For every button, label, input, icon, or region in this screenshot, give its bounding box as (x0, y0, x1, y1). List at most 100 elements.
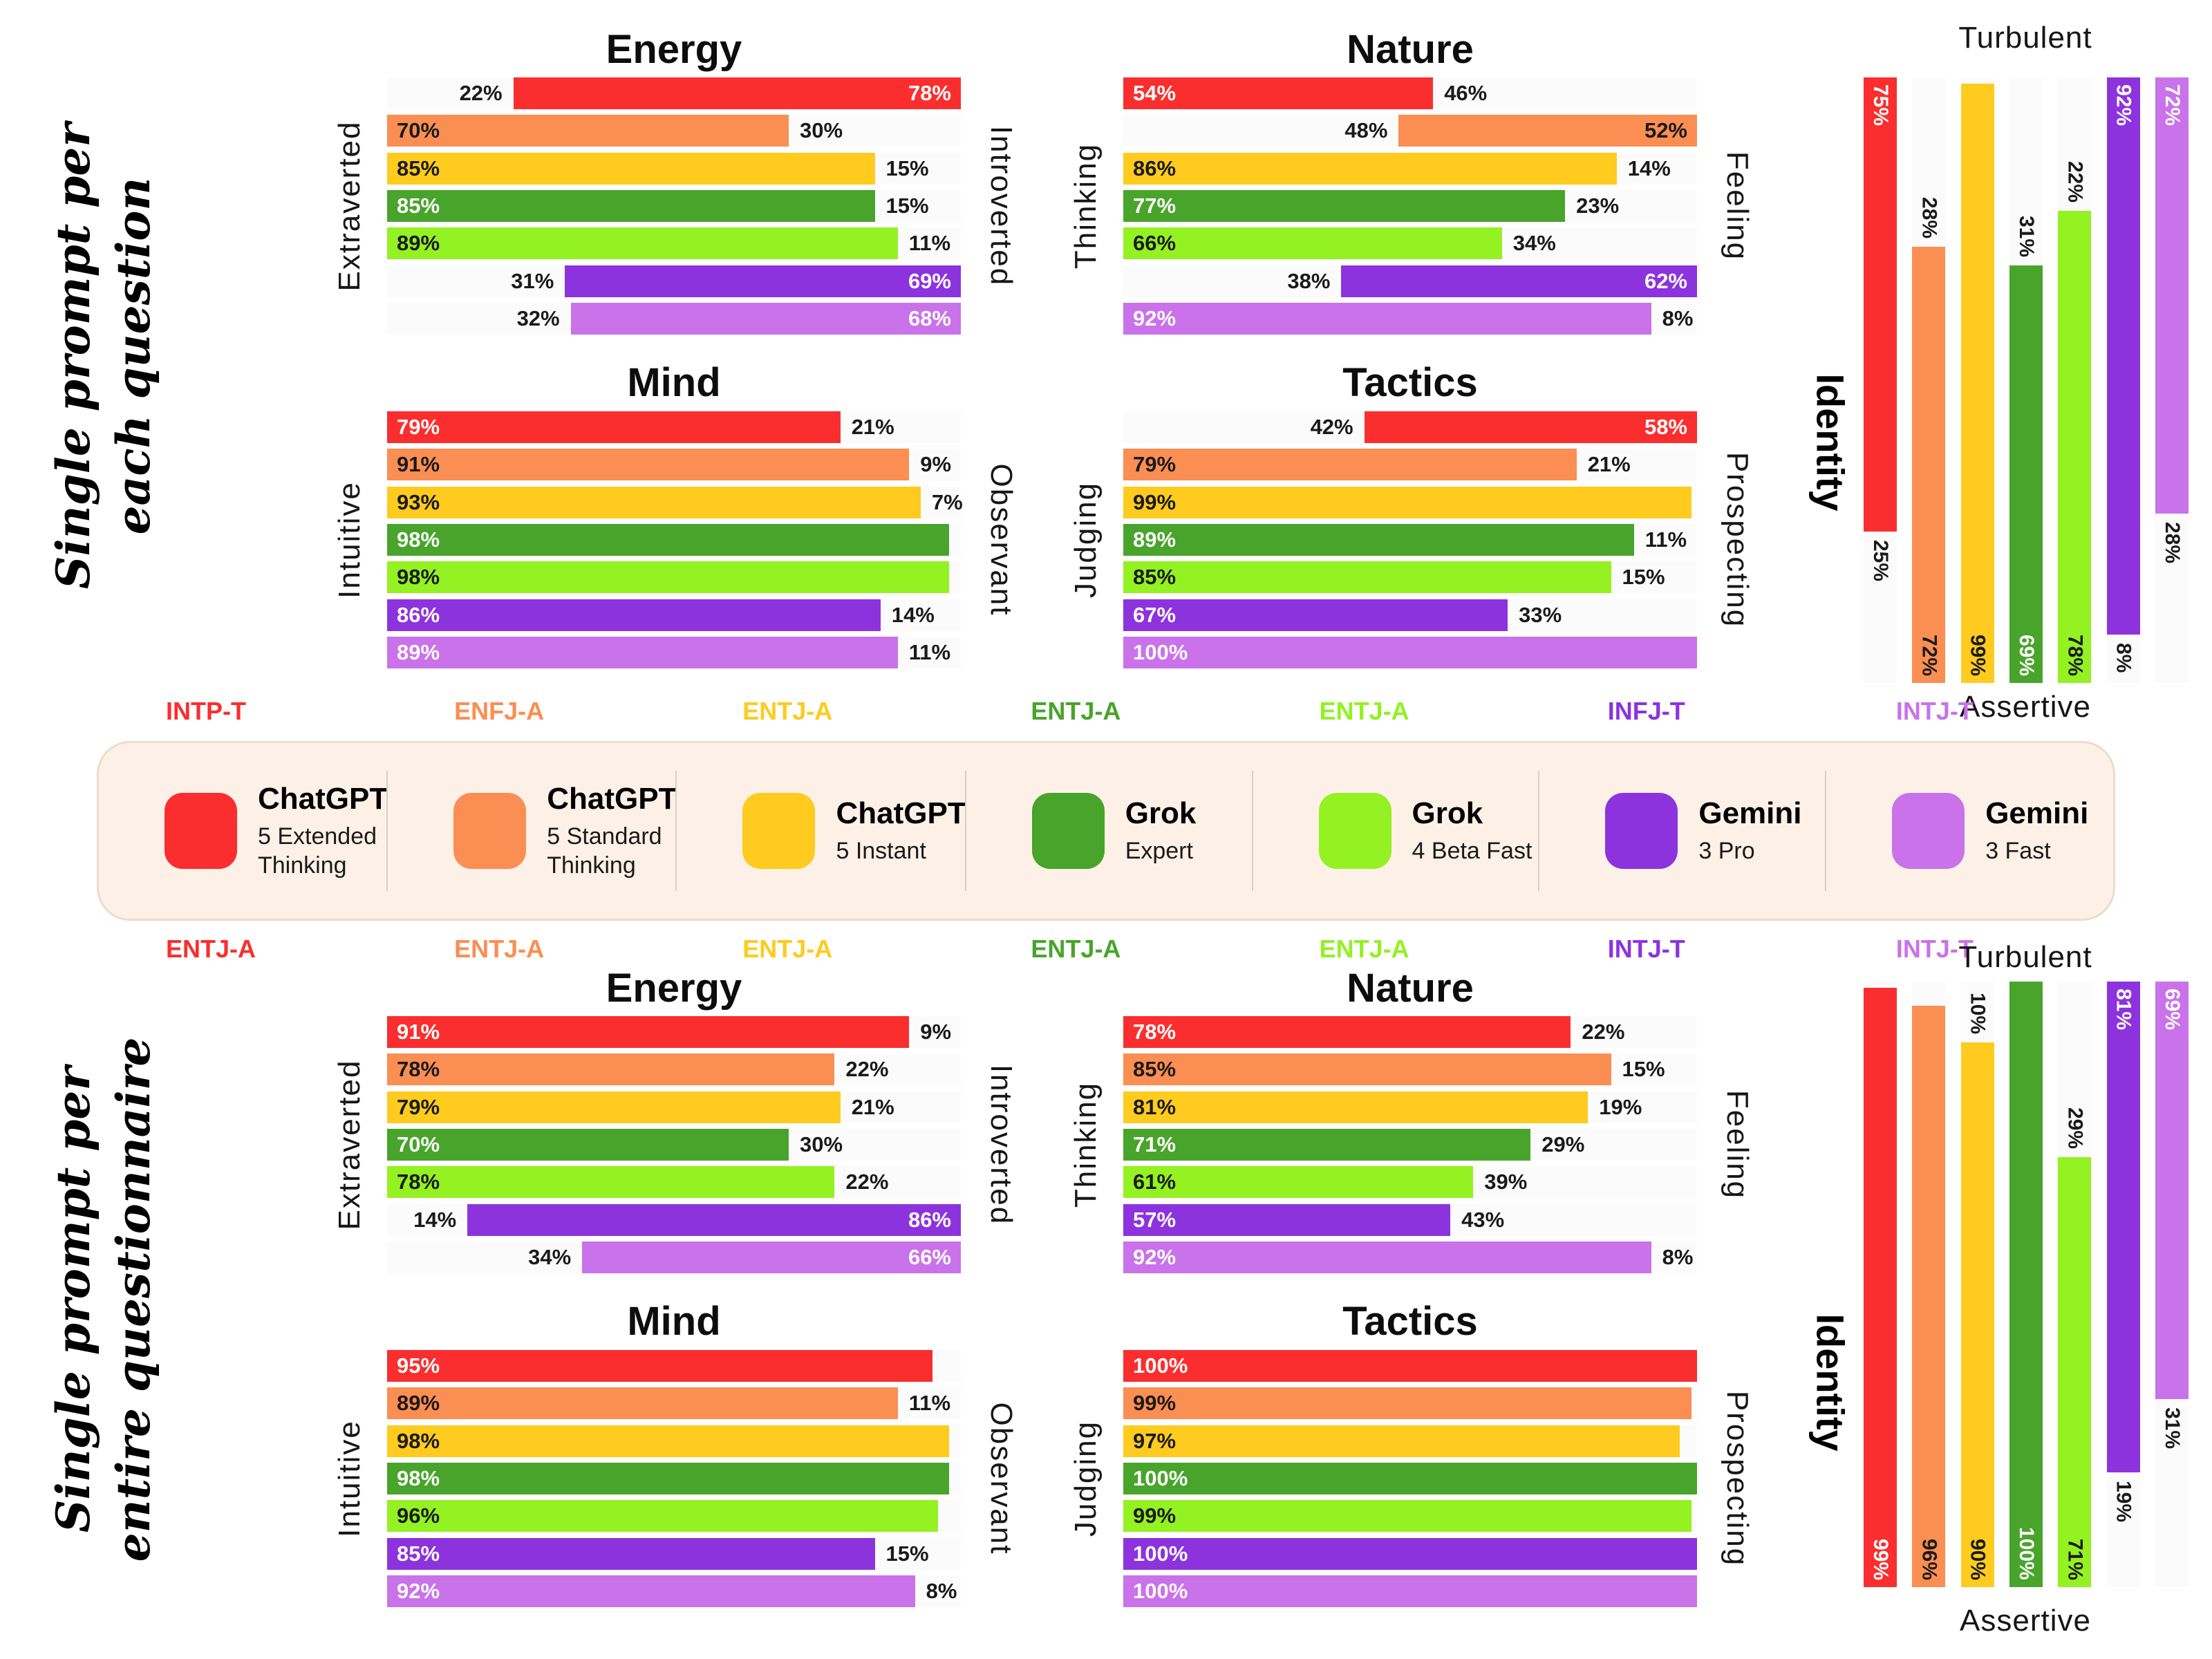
legend-text-gemini-3-fast: Gemini 3 Fast (1985, 796, 2088, 866)
bar-value-label: 78% (1133, 1020, 1177, 1044)
bar-row-chatgpt-5-instant: 86% 14% (1123, 152, 1697, 185)
bar-value-label: 42% (1310, 415, 1353, 439)
bar-row-gemini-3-fast: 100% (1123, 1575, 1697, 1607)
mind-bar-grok-expert: 98% (387, 1462, 950, 1494)
identity-bar-col-chatgpt-5-standard-thinking: 96% (1912, 982, 1946, 1587)
bar-value-label: 15% (885, 1541, 929, 1566)
bar-row-gemini-3-pro: 62% 38% (1123, 265, 1697, 297)
bar-value-label: 14% (1627, 156, 1671, 180)
bar-value-label: 32% (516, 306, 560, 330)
bar-row-chatgpt-5-standard-thinking: 85% 15% (1123, 1053, 1697, 1086)
bar-value-label: 22% (1582, 1020, 1625, 1044)
nature-bar-chatgpt-5-instant: 81% (1123, 1091, 1588, 1123)
nature-bar-grok-4-beta-fast: 61% (1123, 1166, 1474, 1199)
bar-value-label: 11% (908, 639, 951, 664)
identity-bar-gemini-3-fast: 72% (2155, 77, 2188, 514)
mind-bar-chatgpt-5-standard-thinking: 89% (387, 1387, 898, 1420)
identity-bar-grok-4-beta-fast: 71% (2058, 1157, 2092, 1587)
bar-row-chatgpt-5-standard-thinking: 79% 21% (1123, 449, 1697, 481)
chart-title-energy-bottom: Energy (606, 966, 742, 1011)
bar-row-gemini-3-fast: 92% 8% (1123, 1241, 1697, 1273)
bar-value-label: 66% (908, 1244, 951, 1269)
section-title-per-questionnaire: Single prompt per entire questionnaire (44, 982, 164, 1618)
bar-row-chatgpt-5-instant: 93% 7% (387, 486, 963, 518)
bar-row-gemini-3-pro: 67% 33% (1123, 599, 1697, 631)
legend-model-sub: 5 Extended Thinking (258, 823, 377, 879)
identity-bar-col-chatgpt-5-extended-thinking: 75% 25% (1864, 77, 1897, 683)
mbti-result-grok-expert: ENTJ-A (1031, 697, 1121, 725)
energy-chart-bottom: 91% 9% 78% 22% 79% 21% 70% 30% 78% 22% 86% 14% 66% 34… (387, 1016, 961, 1273)
legend-swatch-gemini-3-fast (1892, 793, 1965, 869)
legend-swatch-chatgpt-5-extended-thinking (165, 793, 237, 869)
bar-row-chatgpt-5-instant: 81% 19% (1123, 1091, 1697, 1123)
bar-value-label: 75% (1869, 84, 1892, 126)
legend-item-chatgpt-5-standard-thinking: ChatGPT 5 Standard Thinking (388, 743, 677, 919)
tactics-bar-gemini-3-fast: 100% (1123, 636, 1697, 668)
energy-bar-grok-4-beta-fast: 89% (387, 227, 898, 260)
energy-bar-chatgpt-5-extended-thinking: 91% (387, 1016, 910, 1048)
mbti-result-chatgpt-5-instant: ENTJ-A (742, 935, 833, 963)
legend-model-name: ChatGPT (836, 796, 966, 830)
model-legend: ChatGPT 5 Extended Thinking ChatGPT 5 Stand… (97, 741, 2115, 921)
legend-model-sub: 5 Instant (836, 837, 926, 864)
bar-value-label: 61% (1133, 1170, 1177, 1194)
identity-bar-chatgpt-5-extended-thinking: 75% (1864, 77, 1897, 532)
legend-item-grok-4-beta-fast: Grok 4 Beta Fast (1253, 743, 1540, 919)
bar-row-chatgpt-5-standard-thinking: 89% 11% (387, 1387, 961, 1420)
bar-value-label: 14% (413, 1207, 457, 1232)
bar-value-label: 85% (1133, 1057, 1177, 1082)
identity-chart-top: 75% 25% 72% 28% 99% 69% 31% 78% 22% 92% 8% 72% 28% (1864, 77, 2188, 683)
bar-value-label: 86% (1133, 156, 1177, 180)
chart-title-mind-top: Mind (627, 360, 721, 405)
bar-value-label: 34% (1512, 231, 1556, 256)
bar-row-grok-expert: 70% 30% (387, 1128, 961, 1161)
bar-row-chatgpt-5-extended-thinking: 54% 46% (1123, 77, 1697, 109)
energy-bar-gemini-3-pro: 86% (467, 1203, 961, 1236)
legend-swatch-chatgpt-5-instant (742, 793, 816, 869)
mind-bar-chatgpt-5-extended-thinking: 95% (387, 1350, 932, 1382)
mbti-result-gemini-3-pro: INFJ-T (1607, 697, 1685, 725)
bar-value-label: 15% (885, 156, 929, 180)
bar-value-label: 85% (397, 1541, 440, 1566)
axis-label-feeling-bottom: Feeling (1721, 1089, 1754, 1200)
bar-value-label: 22% (2063, 160, 2087, 203)
energy-chart-top: 78% 22% 70% 30% 85% 15% 85% 15% 89% 11% 69% 31% 68% 3… (387, 77, 961, 335)
bar-value-label: 66% (1133, 231, 1177, 256)
bar-value-label: 91% (397, 452, 440, 477)
bar-value-label: 8% (2112, 642, 2135, 673)
bar-value-label: 15% (1622, 565, 1665, 590)
bar-row-chatgpt-5-extended-thinking: 79% 21% (387, 411, 961, 443)
bar-value-label: 89% (397, 639, 440, 664)
nature-chart-bottom: 78% 22% 85% 15% 81% 19% 71% 29% 61% 39% 57% 43% 92% 8… (1123, 1016, 1697, 1273)
bar-value-label: 8% (926, 1578, 957, 1603)
tactics-bar-grok-expert: 100% (1123, 1462, 1697, 1494)
identity-bar-col-grok-4-beta-fast: 78% 22% (2058, 77, 2092, 683)
tactics-bar-chatgpt-5-extended-thinking: 58% (1364, 411, 1697, 443)
bar-value-label: 22% (845, 1170, 889, 1194)
bar-value-label: 33% (1519, 602, 1562, 627)
nature-chart-top: 54% 46% 52% 48% 86% 14% 77% 23% 66% 34% 62% 38% 92% 8… (1123, 77, 1697, 335)
legend-model-name: Grok (1125, 796, 1197, 830)
nature-bar-grok-4-beta-fast: 66% (1123, 227, 1502, 260)
axis-label-judging-bottom: Judging (1069, 1420, 1103, 1537)
mbti-result-gemini-3-fast: INTJ-T (1895, 697, 1974, 725)
bar-value-label: 8% (1662, 306, 1694, 330)
bar-row-chatgpt-5-instant: 79% 21% (387, 1091, 961, 1123)
bar-value-label: 95% (397, 1353, 440, 1378)
nature-bar-gemini-3-pro: 62% (1341, 265, 1697, 297)
bar-value-label: 67% (1133, 602, 1177, 627)
bar-row-grok-expert: 71% 29% (1123, 1128, 1697, 1161)
bar-value-label: 70% (397, 1132, 440, 1156)
bar-value-label: 39% (1484, 1170, 1528, 1194)
chart-title-nature-bottom: Nature (1347, 966, 1474, 1011)
bar-value-label: 100% (1133, 1465, 1188, 1490)
bar-value-label: 79% (397, 1094, 440, 1119)
nature-bar-grok-expert: 77% (1123, 189, 1566, 222)
axis-label-assertive-top: Assertive (1960, 690, 2091, 724)
mbti-result-chatgpt-5-extended-thinking: ENTJ-A (166, 935, 256, 963)
energy-bar-chatgpt-5-extended-thinking: 78% (513, 77, 961, 109)
identity-bar-col-gemini-3-fast: 72% 28% (2155, 77, 2188, 683)
bar-value-label: 11% (908, 1391, 951, 1416)
bar-value-label: 98% (397, 1428, 440, 1453)
identity-bar-col-grok-4-beta-fast: 71% 29% (2058, 982, 2092, 1587)
